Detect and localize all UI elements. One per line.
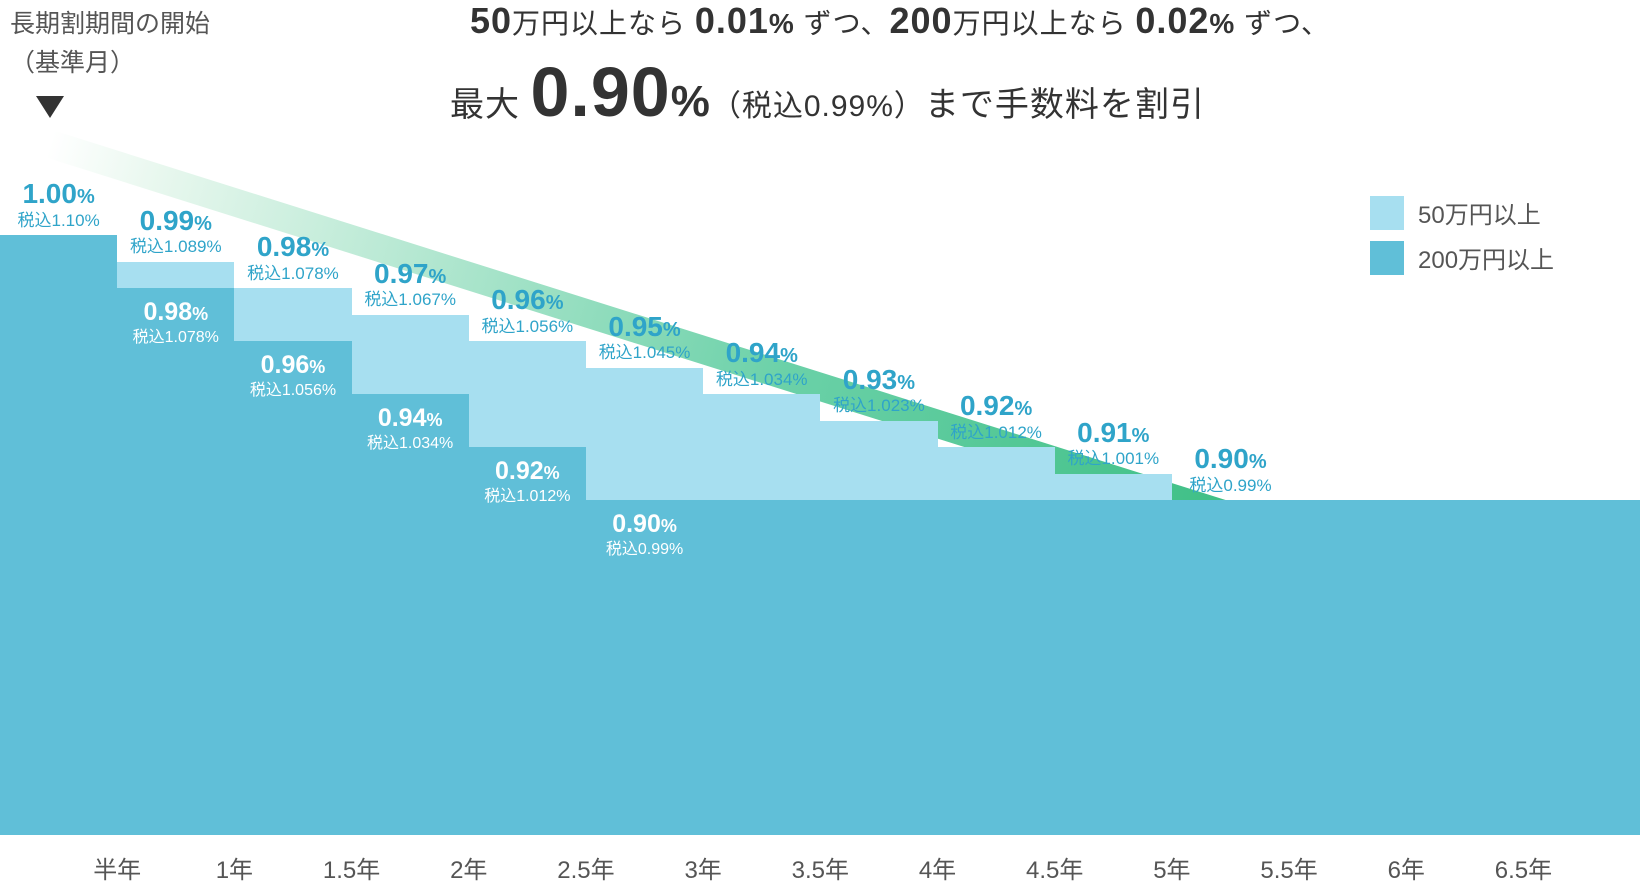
chart-area: 1.00%税込1.10%0.99%税込1.089%0.98%税込1.078%0.… <box>0 230 1640 835</box>
bar-label-out: 0.93%税込1.023% <box>820 365 937 416</box>
bar-top: 0.91%税込1.001% <box>1055 474 1172 501</box>
x-label-0: 半年 <box>59 850 176 885</box>
heading-left-line1: 長期割期間の開始 <box>10 10 210 38</box>
bar-top: 0.92%税込1.012% <box>938 447 1055 500</box>
legend-swatch <box>1370 196 1404 230</box>
bar-col-11 <box>1289 230 1406 835</box>
bar-col-6: 0.94%税込1.034% <box>703 230 820 835</box>
bar-bottom: 0.92%税込1.012% <box>469 447 586 835</box>
x-label-5: 3年 <box>645 850 762 885</box>
bar-bottom: 0.90%税込0.99% <box>586 500 703 835</box>
bar-col-12 <box>1406 230 1523 835</box>
bar-top: 0.97%税込1.067% <box>352 315 469 395</box>
bar-label-out: 0.97%税込1.067% <box>352 259 469 310</box>
bar-single: 1.00%税込1.10% <box>0 235 117 835</box>
start-marker-triangle <box>36 96 64 118</box>
x-label-6: 3.5年 <box>762 850 879 885</box>
heading-left-line2: （基準月） <box>10 49 135 77</box>
x-label-7: 4年 <box>879 850 996 885</box>
bar-bottom <box>1055 500 1172 835</box>
bar-label-in: 0.98%税込1.078% <box>117 298 234 347</box>
bar-label-in: 0.96%税込1.056% <box>234 351 351 400</box>
x-label-8: 4.5年 <box>996 850 1113 885</box>
heading-left: 長期割期間の開始 （基準月） <box>10 5 210 83</box>
heading-right-line2: 最大 0.90%（税込0.99%）まで手数料を割引 <box>450 52 1205 132</box>
legend-label: 50万円以上 <box>1418 195 1541 230</box>
bar-label-out: 0.99%税込1.089% <box>117 206 234 257</box>
bar-bottom <box>820 500 937 835</box>
bar-label-out: 1.00%税込1.10% <box>0 179 117 230</box>
bar-bottom <box>703 500 820 835</box>
chart-root: 長期割期間の開始 （基準月） 50万円以上なら 0.01% ずつ、200万円以上なら… <box>0 0 1640 888</box>
bar-single: 0.90%税込0.99% <box>1172 500 1289 835</box>
bar-top: 0.93%税込1.023% <box>820 421 937 501</box>
bar-col-9: 0.91%税込1.001% <box>1055 230 1172 835</box>
x-label-2: 1.5年 <box>293 850 410 885</box>
bar-single <box>1523 500 1640 835</box>
bar-col-5: 0.95%税込1.045% 0.90%税込0.99% <box>586 230 703 835</box>
bar-label-out: 0.94%税込1.034% <box>703 338 820 389</box>
bar-top: 0.96%税込1.056% <box>469 341 586 447</box>
x-label-4: 2.5年 <box>527 850 644 885</box>
bar-col-10: 0.90%税込0.99% <box>1172 230 1289 835</box>
bar-col-1: 0.99%税込1.089% 0.98%税込1.078% <box>117 230 234 835</box>
bar-col-2: 0.98%税込1.078% 0.96%税込1.056% <box>234 230 351 835</box>
bar-col-7: 0.93%税込1.023% <box>820 230 937 835</box>
bar-top: 0.99%税込1.089% <box>117 262 234 289</box>
bar-top: 0.94%税込1.034% <box>703 394 820 500</box>
bar-label-in: 0.90%税込0.99% <box>586 510 703 559</box>
bar-label-out: 0.92%税込1.012% <box>938 391 1055 442</box>
heading-right-line1: 50万円以上なら 0.01% ずつ、200万円以上なら 0.02% ずつ、 <box>470 0 1330 42</box>
bar-bottom <box>938 500 1055 835</box>
x-label-1: 1年 <box>176 850 293 885</box>
x-axis: 半年1年1.5年2年2.5年3年3.5年4年4.5年5年5.5年6年6.5年 <box>59 850 1582 885</box>
bar-label-in: 0.94%税込1.034% <box>352 404 469 453</box>
x-label-3: 2年 <box>410 850 527 885</box>
bar-bottom: 0.98%税込1.078% <box>117 288 234 835</box>
bar-label-out: 0.96%税込1.056% <box>469 285 586 336</box>
legend-item-0: 50万円以上 <box>1370 195 1554 230</box>
bar-col-13 <box>1523 230 1640 835</box>
bar-bottom: 0.94%税込1.034% <box>352 394 469 835</box>
bar-label-out: 0.98%税込1.078% <box>234 232 351 283</box>
x-label-12: 6.5年 <box>1465 850 1582 885</box>
bar-label-out: 0.95%税込1.045% <box>586 312 703 363</box>
bar-top: 0.95%税込1.045% <box>586 368 703 501</box>
x-label-10: 5.5年 <box>1230 850 1347 885</box>
bar-col-8: 0.92%税込1.012% <box>938 230 1055 835</box>
bar-single <box>1406 500 1523 835</box>
x-label-9: 5年 <box>1113 850 1230 885</box>
bar-bottom: 0.96%税込1.056% <box>234 341 351 835</box>
bar-col-3: 0.97%税込1.067% 0.94%税込1.034% <box>352 230 469 835</box>
bar-col-4: 0.96%税込1.056% 0.92%税込1.012% <box>469 230 586 835</box>
bar-label-out: 0.91%税込1.001% <box>1055 418 1172 469</box>
bar-label-out: 0.90%税込0.99% <box>1172 444 1289 495</box>
bar-label-in: 0.92%税込1.012% <box>469 457 586 506</box>
bar-single <box>1289 500 1406 835</box>
bar-top: 0.98%税込1.078% <box>234 288 351 341</box>
bar-col-0: 1.00%税込1.10% <box>0 230 117 835</box>
x-label-11: 6年 <box>1348 850 1465 885</box>
